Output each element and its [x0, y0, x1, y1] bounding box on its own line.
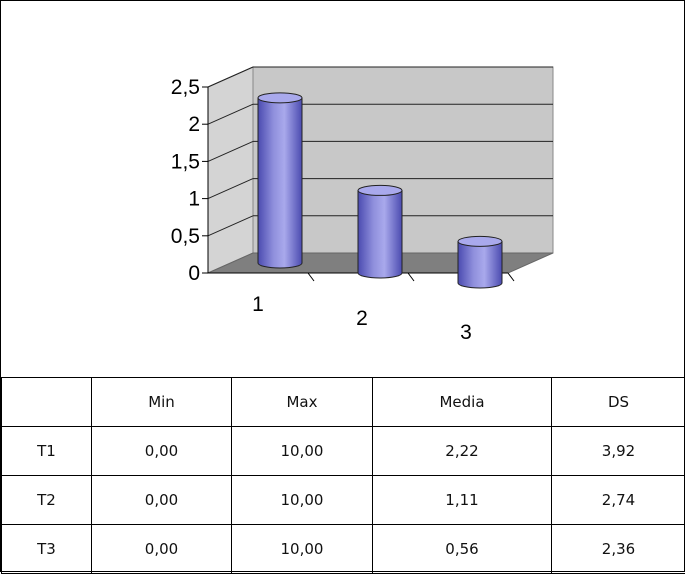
- table-cell: 0,00: [92, 427, 232, 476]
- header-cell-min: Min: [92, 378, 232, 427]
- bar-cylinder: [258, 98, 302, 268]
- y-tick-label: 2: [188, 113, 200, 136]
- side-wall: [208, 67, 253, 273]
- table-cell: 0,56: [373, 525, 552, 574]
- x-tick: [508, 273, 514, 281]
- header-cell-empty: [2, 378, 92, 427]
- y-tick-label: 1,5: [171, 150, 200, 173]
- bar-cylinder-top: [458, 236, 502, 246]
- x-tick-label: 3: [460, 321, 472, 344]
- bar-cylinder: [358, 190, 402, 278]
- x-tick: [308, 273, 314, 281]
- table-cell: 2,74: [552, 476, 685, 525]
- table-cell: 10,00: [232, 427, 373, 476]
- header-cell-ds: DS: [552, 378, 685, 427]
- row-label: T3: [2, 525, 92, 574]
- table-cell: 2,22: [373, 427, 552, 476]
- bar-cylinder: [458, 241, 502, 288]
- x-tick-label: 2: [356, 307, 368, 330]
- header-cell-media: Media: [373, 378, 552, 427]
- y-tick-label: 0: [188, 262, 200, 285]
- table-row: T3 0,00 10,00 0,56 2,36: [2, 525, 685, 574]
- y-tick-label: 2,5: [171, 76, 200, 99]
- x-tick-label: 1: [252, 293, 264, 316]
- row-label: T1: [2, 427, 92, 476]
- table-cell: 10,00: [232, 476, 373, 525]
- y-tick-label: 0,5: [171, 225, 200, 248]
- table-row: T1 0,00 10,00 2,22 3,92: [2, 427, 685, 476]
- bar-chart-3d: 0 0,5 1 1,5 2 2,5 1 2 3: [1, 1, 684, 377]
- row-label: T2: [2, 476, 92, 525]
- table-header-row: Min Max Media DS: [2, 378, 685, 427]
- table-cell: 2,36: [552, 525, 685, 574]
- table-cell: 1,11: [373, 476, 552, 525]
- table-cell: 3,92: [552, 427, 685, 476]
- table-cell: 10,00: [232, 525, 373, 574]
- bar-cylinder-top: [258, 93, 302, 103]
- table-cell: 0,00: [92, 476, 232, 525]
- table-cell: 0,00: [92, 525, 232, 574]
- bar-cylinder-top: [358, 185, 402, 195]
- y-tick-label: 1: [188, 188, 200, 211]
- chart-area: 0 0,5 1 1,5 2 2,5 1 2 3: [1, 1, 684, 377]
- stats-table: Min Max Media DS T1 0,00 10,00 2,22 3,92…: [1, 377, 685, 574]
- table-row: T2 0,00 10,00 1,11 2,74: [2, 476, 685, 525]
- header-cell-max: Max: [232, 378, 373, 427]
- x-tick: [408, 273, 414, 281]
